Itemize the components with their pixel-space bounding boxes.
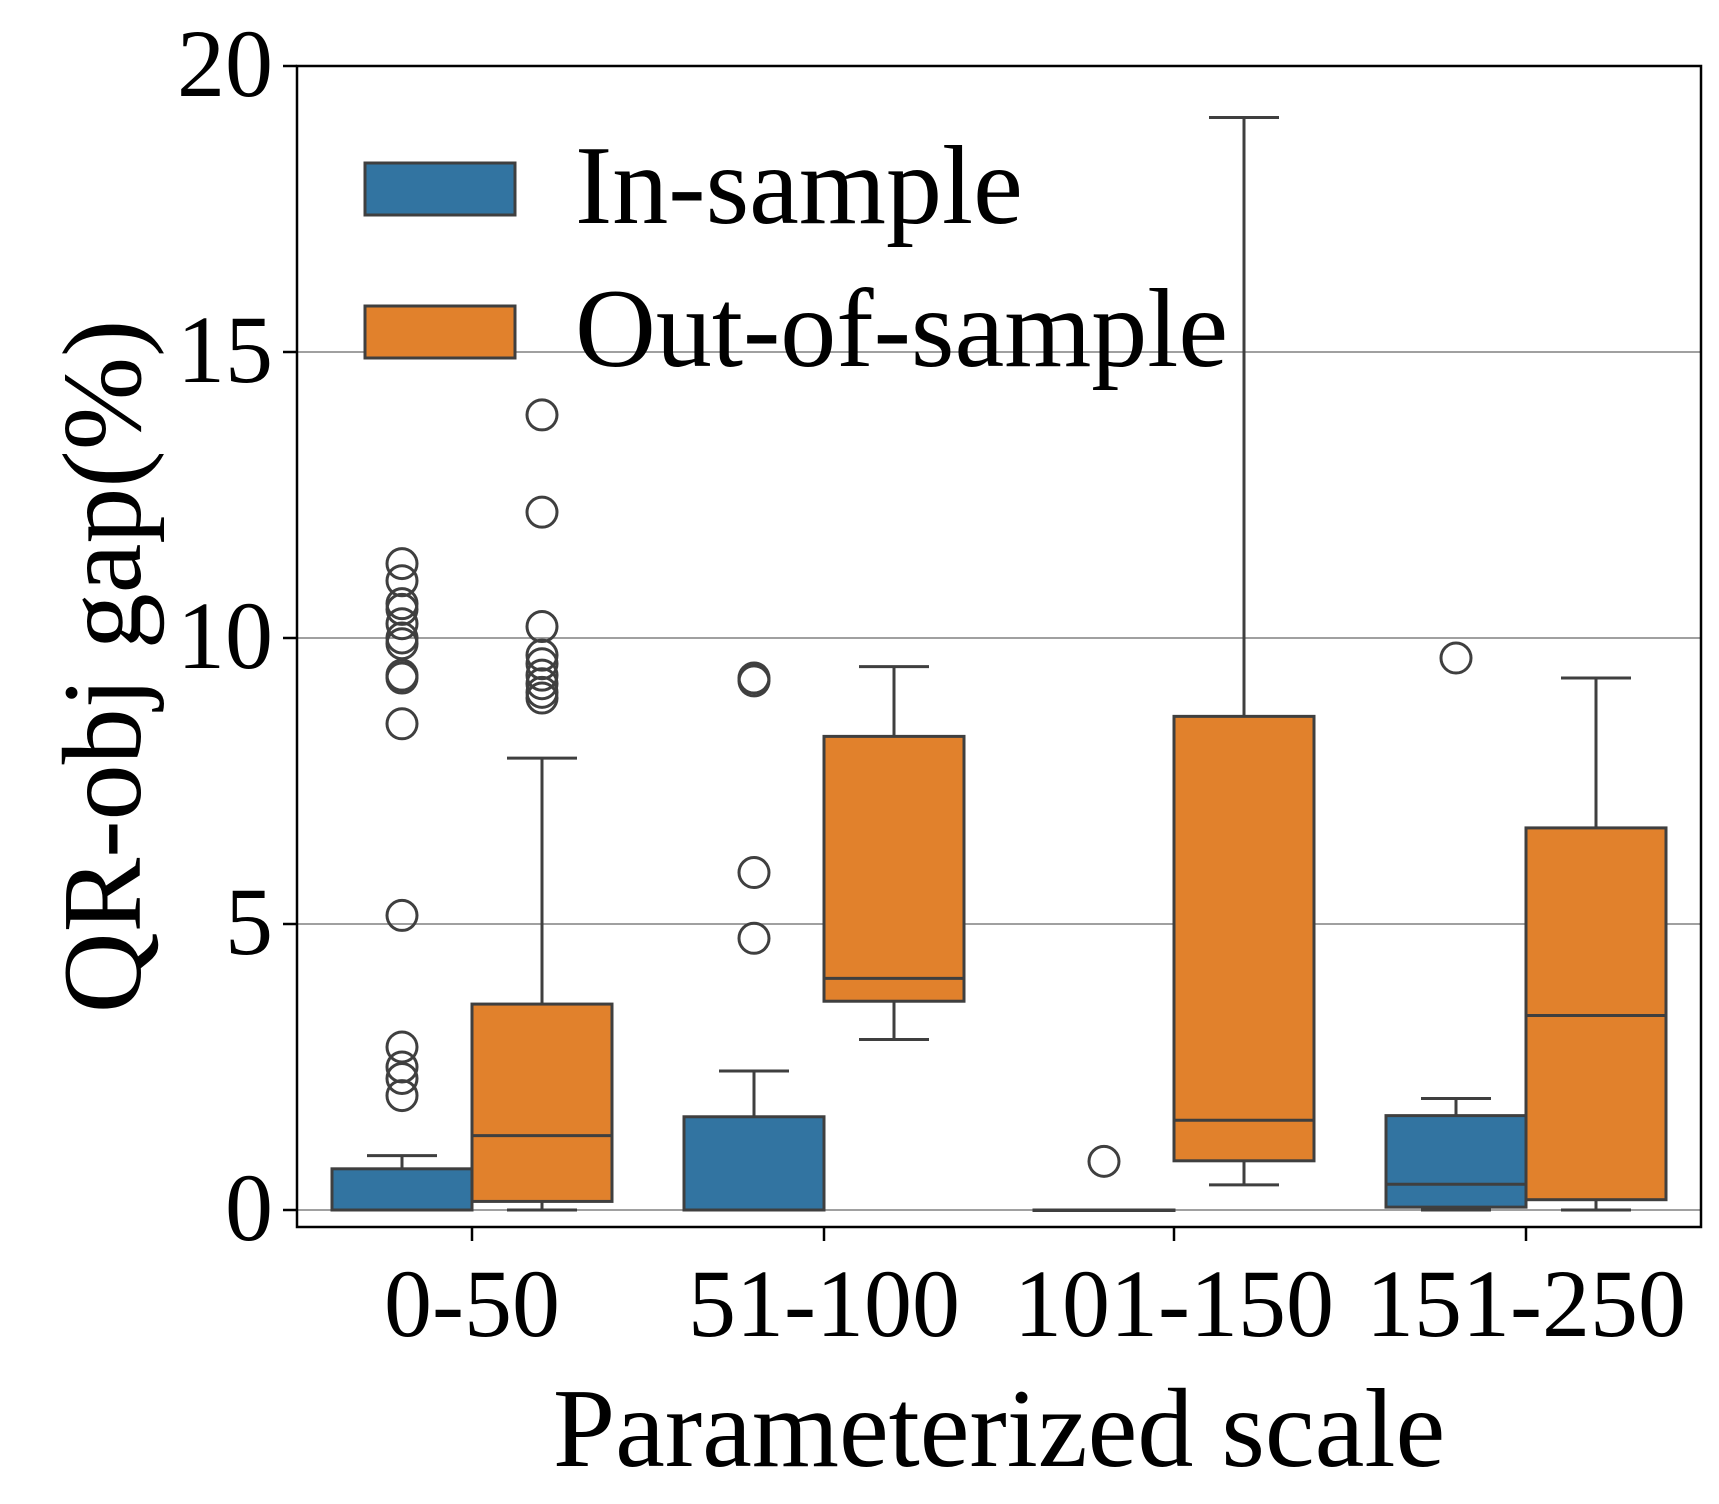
outlier-point bbox=[737, 856, 771, 890]
box-body bbox=[682, 1115, 826, 1212]
outlier-point bbox=[737, 921, 771, 955]
outlier-point bbox=[385, 607, 419, 641]
outlier-point bbox=[385, 1030, 419, 1064]
outlier-point bbox=[525, 647, 559, 681]
box-out-of-sample-0-50 bbox=[470, 398, 614, 1212]
plot-frame bbox=[295, 64, 1703, 1229]
outlier-point bbox=[385, 658, 419, 692]
outlier-point bbox=[737, 661, 771, 695]
outlier-point bbox=[737, 664, 771, 698]
y-tick-label: 5 bbox=[225, 868, 273, 975]
box-in-sample-151-250 bbox=[1384, 641, 1528, 1212]
outlier-point bbox=[525, 495, 559, 529]
outlier-point bbox=[385, 707, 419, 741]
boxes bbox=[330, 115, 1668, 1212]
outlier-point bbox=[385, 661, 419, 695]
legend-item-out-of-sample: Out-of-sample bbox=[363, 267, 1228, 391]
box-in-sample-51-100 bbox=[682, 661, 826, 1212]
axis-ticks: 0 5 10 15 20 0-50 51-100 101-150 151-250 bbox=[177, 10, 1686, 1357]
box-body bbox=[1384, 1114, 1528, 1209]
x-axis-label: Parameterized scale bbox=[553, 1367, 1445, 1491]
outlier-point bbox=[525, 658, 559, 692]
y-tick-label: 0 bbox=[225, 1154, 273, 1261]
y-axis-label: QR-obj gap(%) bbox=[41, 320, 165, 1014]
outlier-point bbox=[1439, 641, 1473, 675]
outlier-point bbox=[385, 564, 419, 598]
outlier-point bbox=[385, 587, 419, 621]
y-tick-label: 15 bbox=[177, 296, 273, 403]
box-body bbox=[822, 734, 966, 1003]
box-out-of-sample-101-150 bbox=[1172, 115, 1316, 1187]
outlier-point bbox=[385, 1079, 419, 1113]
legend-item-in-sample: In-sample bbox=[363, 124, 1023, 248]
x-tick-label: 0-50 bbox=[384, 1250, 560, 1357]
box-body bbox=[1172, 714, 1316, 1163]
outlier-point bbox=[525, 398, 559, 432]
legend-label: Out-of-sample bbox=[575, 267, 1228, 391]
outlier-point bbox=[385, 898, 419, 932]
outlier-point bbox=[385, 547, 419, 581]
box-in-sample-101-150 bbox=[1032, 1144, 1176, 1212]
legend-swatch bbox=[363, 304, 517, 360]
box-body bbox=[1524, 826, 1668, 1202]
outlier-point bbox=[1087, 1144, 1121, 1178]
box-out-of-sample-51-100 bbox=[822, 665, 966, 1042]
y-tick-label: 10 bbox=[177, 582, 273, 689]
box-out-of-sample-151-250 bbox=[1524, 676, 1668, 1212]
outlier-point bbox=[525, 610, 559, 644]
x-tick-label: 101-150 bbox=[1014, 1250, 1334, 1357]
legend-label: In-sample bbox=[575, 124, 1023, 248]
x-tick-label: 151-250 bbox=[1366, 1250, 1686, 1357]
box-body bbox=[330, 1167, 474, 1212]
box-in-sample-0-50 bbox=[330, 547, 474, 1212]
outlier-point bbox=[385, 1050, 419, 1084]
legend-swatch bbox=[363, 161, 517, 217]
x-tick-label: 51-100 bbox=[688, 1250, 960, 1357]
box-body bbox=[470, 1002, 614, 1203]
y-tick-label: 20 bbox=[177, 10, 273, 117]
legend: In-sample Out-of-sample bbox=[363, 124, 1228, 391]
